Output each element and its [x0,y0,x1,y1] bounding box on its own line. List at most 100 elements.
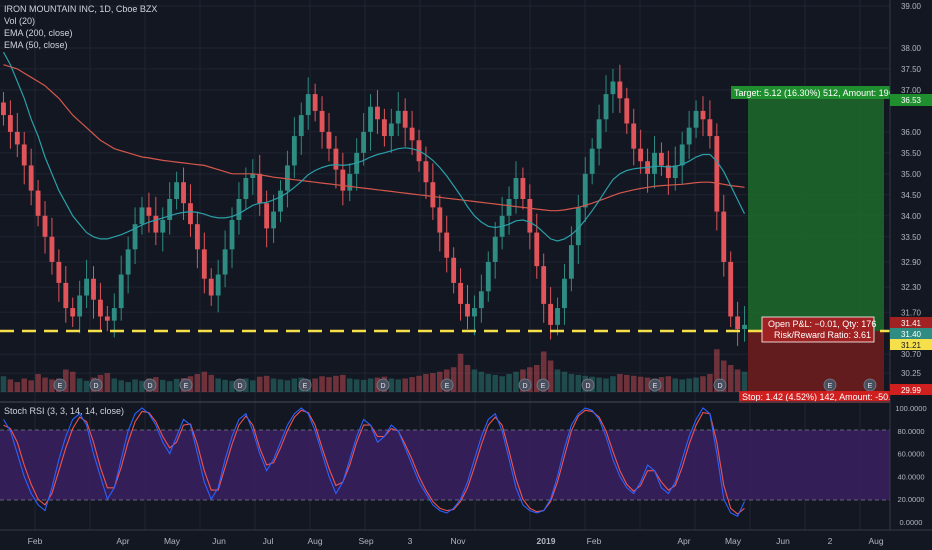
event-marker-icon[interactable] [89,378,103,392]
volume-bar [402,378,408,392]
candle-body [402,110,408,128]
candle-body [305,94,311,116]
time-axis-label: May [725,536,742,546]
candle-body [423,161,429,183]
candle-body [409,127,415,141]
candle-body [652,152,657,174]
candle-body [368,106,373,132]
volume-bar [104,373,111,392]
ema200-line [3,64,745,212]
event-marker-label: E [184,383,189,390]
candle-body [700,110,706,120]
event-marker-label: E [828,383,833,390]
volume-bar [118,380,124,392]
candle-body [49,236,55,262]
ema50-line [2,51,746,242]
event-marker-icon[interactable] [233,378,247,392]
stoch-axis-label: 100.0000 [895,404,926,413]
event-marker-label: E [445,383,450,390]
volume-bar [284,380,291,392]
volume-bar [513,371,519,392]
legend-ema200: EMA (200, close) [4,28,73,38]
volume-bar [42,377,48,392]
time-axis-label: Sep [358,536,373,546]
volume-bar [714,349,720,392]
candle-body [208,278,214,296]
time-axis-label: Aug [868,536,883,546]
candle-body [513,178,519,199]
price-axis-label: 38.00 [901,44,922,53]
candle-body [472,308,477,317]
event-marker-icon[interactable] [143,378,157,392]
volume-bar [208,374,215,392]
price-axis-label: 32.90 [901,258,922,267]
candle-body [291,136,297,166]
event-marker-icon[interactable] [53,378,67,392]
time-axis-label: Nov [450,536,466,546]
volume-bar [215,378,221,392]
event-marker-icon[interactable] [648,378,662,392]
volume-bar [727,365,734,392]
legend-vol: Vol (20) [4,16,35,26]
candle-body [686,127,692,145]
candle-body [257,173,263,204]
time-axis-label: 2019 [537,536,556,546]
candle-body [35,190,41,216]
candle-body [7,115,13,132]
time-axis-label: May [164,536,181,546]
volume-bar [734,369,741,392]
stop-price-badge-text: 29.99 [901,386,922,395]
candle-body [160,219,166,233]
volume-bar [111,378,118,392]
time-axis-label: Apr [677,536,690,546]
candle-body [174,182,180,199]
target-zone[interactable] [748,93,884,331]
candle-body [568,245,574,279]
time-axis: Feb Apr May Jun Jul Aug Sep 3 Nov 2019 Feb Apr May Ju… [28,536,884,546]
volume-bar [340,374,346,392]
candle-body [520,178,526,199]
event-marker-icon[interactable] [581,378,595,392]
candle-body [735,316,741,330]
event-marker-label: E [868,383,873,390]
price-axis-panel[interactable] [890,0,932,550]
volume-bar [603,378,609,392]
candle-body [707,119,713,137]
candle-body [721,211,727,262]
event-marker-icon[interactable] [713,378,727,392]
volume-bar [76,378,83,392]
target-price-badge [890,94,932,106]
volume-bar [575,374,582,392]
event-marker-icon[interactable] [376,378,390,392]
target-price-badge-text: 36.53 [901,96,922,105]
candle-body [146,207,152,216]
candle-body [361,131,367,153]
stoch-d-line [3,409,745,515]
volume-bar [14,382,21,392]
event-marker-icon[interactable] [518,378,532,392]
volume-bar [617,374,623,392]
volume-bar [360,379,367,392]
volume-bar [610,376,616,392]
candle-body [437,207,443,233]
volume-bar [672,378,679,392]
volume-bar [478,371,485,392]
volume-bar [0,376,7,392]
candle-body [562,278,567,309]
price-badge-a [890,317,932,328]
price-badge-c-text: 31.21 [901,341,922,350]
candle-body [465,303,470,317]
candle-body [347,173,353,191]
event-marker-icon[interactable] [536,378,550,392]
time-axis-label: Jul [263,536,274,546]
candle-body [548,303,554,325]
volume-bar [430,373,436,392]
event-marker-icon[interactable] [298,378,312,392]
event-marker-icon[interactable] [440,378,454,392]
candle-body [506,199,512,216]
candle-body [582,173,588,208]
event-marker-icon[interactable] [179,378,193,392]
price-badge-b-text: 31.40 [901,330,922,339]
candle-body [742,324,747,330]
